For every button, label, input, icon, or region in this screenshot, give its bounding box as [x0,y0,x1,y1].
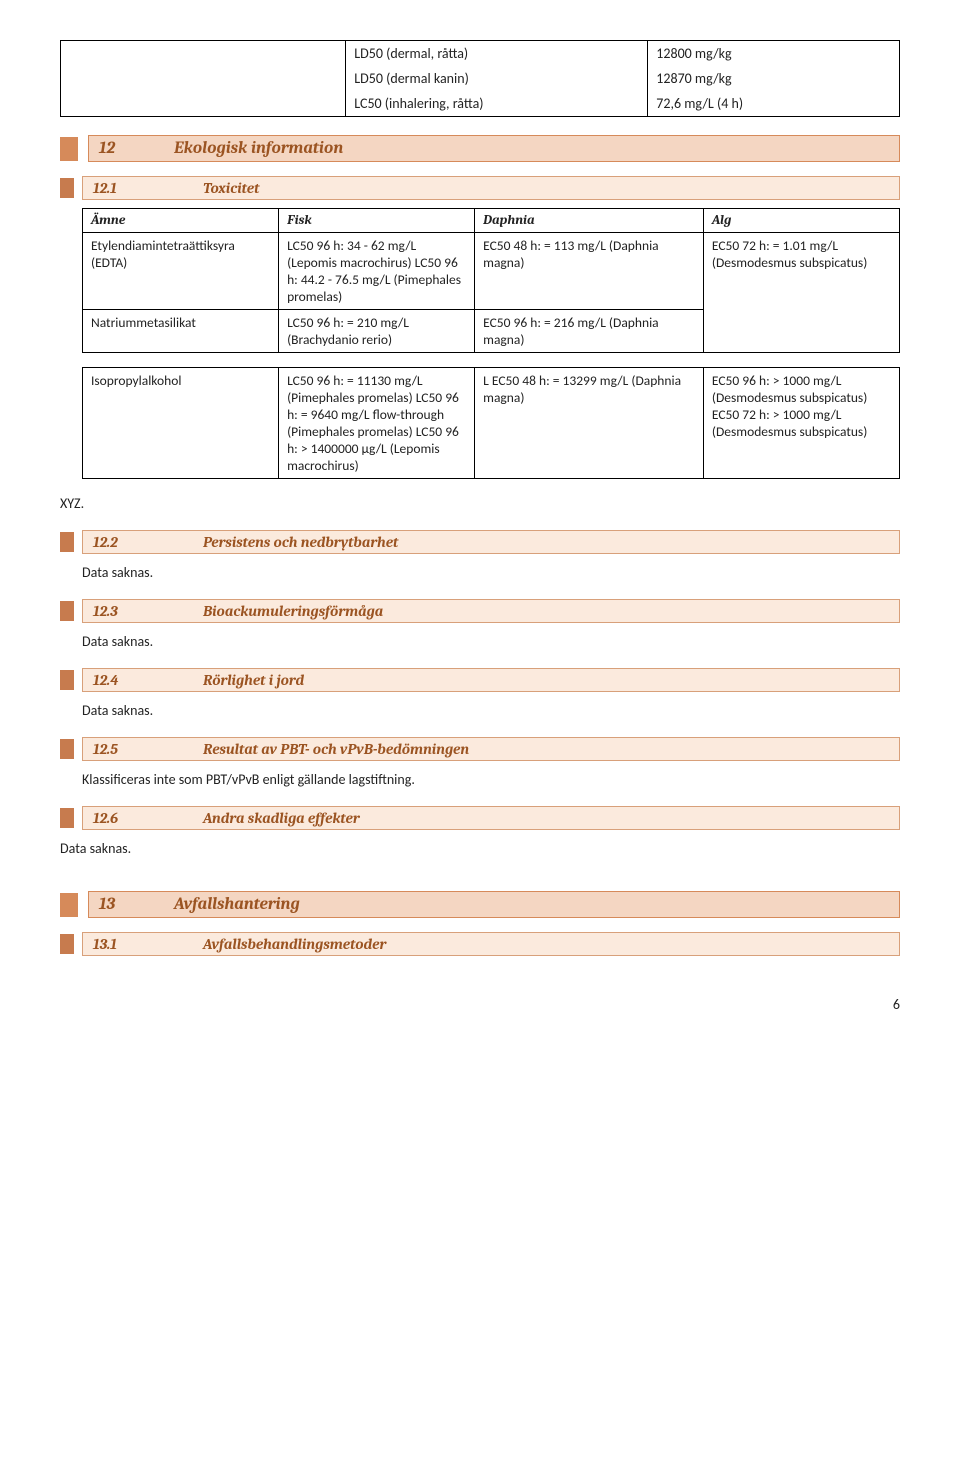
col-fisk: Fisk [279,209,475,233]
subsection-title: Persistens och nedbrytbarhet [203,533,398,551]
table-row: Isopropylalkohol LC50 96 h: = 11130 mg/L… [83,368,900,479]
subsection-bar [60,601,74,621]
data-saknas-text: Data saknas. [60,631,900,654]
cell: Etylendiamintetraättiksyra (EDTA) [83,233,279,310]
section-title: Avfallshantering [174,895,300,914]
param-cell: LD50 (dermal, råtta) [346,41,648,67]
eco-toxicity-table: Ämne Fisk Daphnia Alg Etylendiamintetraä… [82,208,900,353]
xyz-text: XYZ. [60,493,900,516]
section-bar [60,893,78,917]
section-12-header: 12 Ekologisk information [60,135,900,162]
subsection-number: 12.6 [93,809,203,827]
table-header-row: Ämne Fisk Daphnia Alg [83,209,900,233]
col-amne: Ämne [83,209,279,233]
section-number: 12 [99,139,174,158]
section-bar [60,137,78,161]
subsection-bar [60,739,74,759]
subsection-12-5-header: 12.5 Resultat av PBT- och vPvB-bedömning… [60,737,900,761]
subsection-title: Rörlighet i jord [203,671,304,689]
subsection-number: 12.5 [93,740,203,758]
value-cell: 72,6 mg/L (4 h) [648,91,900,117]
cell: LC50 96 h: = 210 mg/L (Brachydanio rerio… [279,310,475,353]
pbt-text: Klassificeras inte som PBT/vPvB enligt g… [60,769,900,792]
subsection-12-4-header: 12.4 Rörlighet i jord [60,668,900,692]
cell: EC50 72 h: = 1.01 mg/L (Desmodesmus subs… [703,233,899,353]
section-number: 13 [99,895,174,914]
subsection-title: Andra skadliga effekter [203,809,360,827]
subsection-bar [60,178,74,198]
subsection-number: 12.3 [93,602,203,620]
subsection-title: Bioackumuleringsförmåga [203,602,383,620]
toxicity-values-table: LD50 (dermal, råtta) 12800 mg/kg LD50 (d… [60,40,900,117]
col-alg: Alg [703,209,899,233]
data-saknas-text: Data saknas. [60,838,900,861]
param-cell: LD50 (dermal kanin) [346,66,648,91]
cell: L EC50 48 h: = 13299 mg/L (Daphnia magna… [475,368,704,479]
table-row: Etylendiamintetraättiksyra (EDTA) LC50 9… [83,233,900,310]
subsection-12-1-header: 12.1 Toxicitet [60,176,900,200]
cell: LC50 96 h: 34 - 62 mg/L (Lepomis macroch… [279,233,475,310]
cell: EC50 48 h: = 113 mg/L (Daphnia magna) [475,233,704,310]
cell: LC50 96 h: = 11130 mg/L (Pimephales prom… [279,368,475,479]
cell: EC50 96 h: = 216 mg/L (Daphnia magna) [475,310,704,353]
subsection-number: 12.1 [93,179,203,197]
subsection-bar [60,808,74,828]
subsection-13-1-header: 13.1 Avfallsbehandlingsmetoder [60,932,900,956]
section-13-header: 13 Avfallshantering [60,891,900,918]
data-saknas-text: Data saknas. [60,700,900,723]
cell: Isopropylalkohol [83,368,279,479]
isopropyl-table: Isopropylalkohol LC50 96 h: = 11130 mg/L… [82,367,900,479]
subsection-number: 12.2 [93,533,203,551]
data-saknas-text: Data saknas. [60,562,900,585]
subsection-title: Avfallsbehandlingsmetoder [203,935,386,953]
subsection-number: 13.1 [93,935,203,953]
cell: Natriummetasilikat [83,310,279,353]
col-daphnia: Daphnia [475,209,704,233]
section-title: Ekologisk information [174,139,343,158]
subsection-12-3-header: 12.3 Bioackumuleringsförmåga [60,599,900,623]
value-cell: 12870 mg/kg [648,66,900,91]
subsection-12-6-header: 12.6 Andra skadliga effekter [60,806,900,830]
value-cell: 12800 mg/kg [648,41,900,67]
subsection-12-2-header: 12.2 Persistens och nedbrytbarhet [60,530,900,554]
empty-cell [61,41,346,117]
page-number: 6 [60,996,900,1013]
subsection-title: Resultat av PBT- och vPvB-bedömningen [203,740,469,758]
subsection-bar [60,532,74,552]
subsection-number: 12.4 [93,671,203,689]
cell: EC50 96 h: > 1000 mg/L (Desmodesmus subs… [703,368,899,479]
subsection-bar [60,934,74,954]
subsection-bar [60,670,74,690]
subsection-title: Toxicitet [203,179,259,197]
param-cell: LC50 (inhalering, råtta) [346,91,648,117]
